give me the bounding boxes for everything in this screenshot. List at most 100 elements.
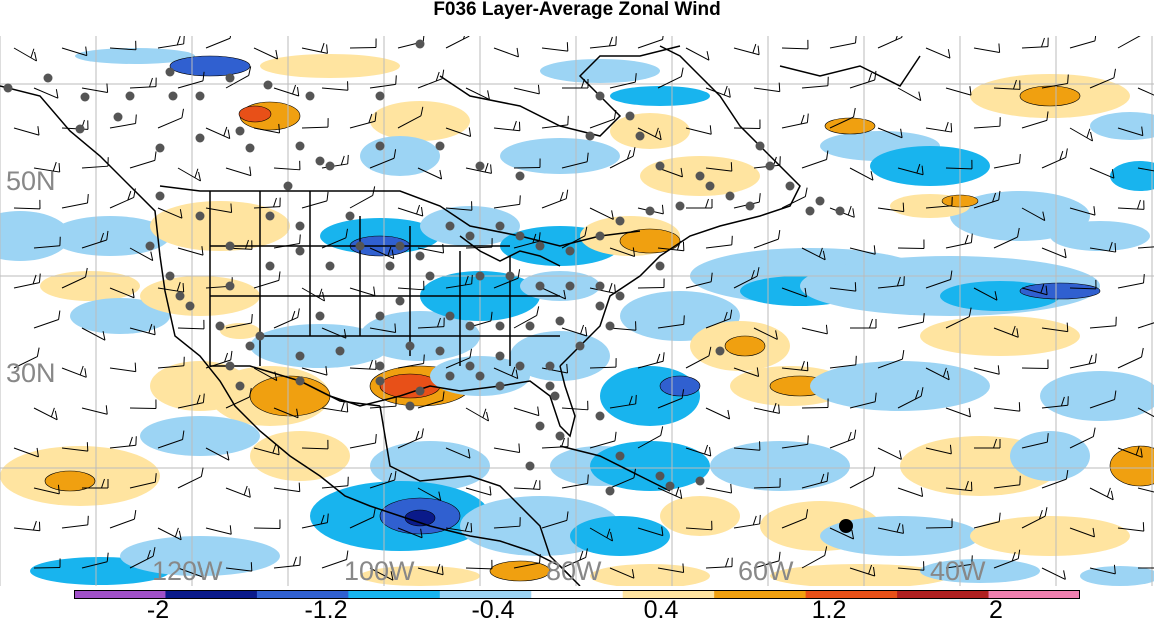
anomaly-fill <box>590 441 710 491</box>
colorbar-label: -2 <box>147 596 169 625</box>
station-dot <box>836 207 845 216</box>
wind-barb-flag <box>684 315 685 324</box>
wind-barb-flag <box>300 234 301 243</box>
wind-barb-flag <box>183 283 184 292</box>
wind-barb-flag <box>588 474 589 483</box>
station-dot <box>336 347 345 356</box>
anomaly-fill <box>360 136 440 176</box>
station-dot <box>536 422 545 431</box>
colorbar-label: 2 <box>989 596 1003 625</box>
station-dot <box>839 519 853 533</box>
wind-barb-flag <box>999 44 1000 53</box>
wind-barb-flag <box>135 363 136 372</box>
station-dot <box>176 292 185 301</box>
wind-barb-flag <box>808 435 809 444</box>
station-dot <box>496 222 505 231</box>
station-dot <box>526 462 535 471</box>
station-dot <box>606 487 615 496</box>
station-dot <box>516 362 525 371</box>
station-dot <box>446 222 455 231</box>
anomaly-fill <box>540 59 660 83</box>
lon-label-120w: 120W <box>152 556 223 587</box>
station-dot <box>266 262 275 271</box>
station-dot <box>416 252 425 261</box>
lon-label-80w: 80W <box>546 556 602 587</box>
station-dot <box>446 372 455 381</box>
station-dot <box>696 477 705 486</box>
station-dot <box>596 412 605 421</box>
station-dot <box>476 162 485 171</box>
station-dot <box>166 68 175 77</box>
wind-barb-flag <box>903 203 904 212</box>
station-dot <box>506 272 515 281</box>
colorbar-label: 0.4 <box>644 596 679 625</box>
station-dot <box>326 162 335 171</box>
anomaly-fill <box>1050 221 1150 251</box>
map-title: F036 Layer-Average Zonal Wind <box>0 0 1154 30</box>
anomaly-fill <box>1010 431 1090 481</box>
station-dot <box>166 272 175 281</box>
station-dot <box>626 112 635 121</box>
anomaly-fill <box>150 201 290 251</box>
station-dot <box>596 282 605 291</box>
station-dot <box>156 192 165 201</box>
station-dot <box>306 92 315 101</box>
anomaly-fill <box>490 561 550 581</box>
anomaly-fill <box>510 331 610 381</box>
station-dot <box>256 332 265 341</box>
colorbar-label: -0.4 <box>471 596 514 625</box>
station-dot <box>376 312 385 321</box>
station-dot <box>436 142 445 151</box>
wind-barb-flag <box>683 564 684 573</box>
station-dot <box>556 432 565 441</box>
station-dot <box>466 232 475 241</box>
station-dot <box>666 482 675 491</box>
anomaly-fill <box>250 431 350 481</box>
wind-barb-flag <box>395 324 396 333</box>
station-dot <box>346 212 355 221</box>
station-dot <box>616 292 625 301</box>
station-dot <box>596 232 605 241</box>
wind-barb-flag <box>136 114 137 123</box>
station-dot <box>586 132 595 141</box>
station-dot <box>786 182 795 191</box>
anomaly-fill <box>1020 86 1080 106</box>
station-dot <box>636 132 645 141</box>
station-dot <box>226 242 235 251</box>
station-dot <box>536 282 545 291</box>
anomaly-fill <box>660 376 700 396</box>
anomaly-fill <box>405 510 435 526</box>
station-dot <box>656 162 665 171</box>
station-dot <box>756 142 765 151</box>
anomaly-fill <box>970 516 1130 556</box>
station-dot <box>196 134 205 143</box>
station-dot <box>466 362 475 371</box>
station-dot <box>196 92 205 101</box>
wind-barb-flag <box>1115 243 1116 252</box>
anomaly-fill <box>570 516 670 556</box>
station-dot <box>476 372 485 381</box>
lat-label-30n: 30N <box>6 358 56 389</box>
colorbar-segment <box>531 590 623 599</box>
wind-barb-flag <box>1068 74 1069 83</box>
station-dot <box>146 242 155 251</box>
wind-barb-flag <box>59 163 60 172</box>
colorbar-label: -1.2 <box>304 596 347 625</box>
wind-barb-flag <box>471 523 472 532</box>
station-dot <box>376 377 385 386</box>
anomaly-fill <box>170 56 250 76</box>
station-dot <box>4 84 13 93</box>
station-dot <box>566 247 575 256</box>
anomaly-fill <box>260 54 400 78</box>
station-dot <box>596 92 605 101</box>
wind-barb-flag <box>760 515 761 524</box>
station-dot <box>816 197 825 206</box>
anomaly-fill <box>140 416 260 456</box>
station-dot <box>476 272 485 281</box>
station-dot <box>646 207 655 216</box>
station-dot <box>81 93 90 102</box>
station-dot <box>316 312 325 321</box>
station-dot <box>284 182 293 191</box>
station-dot <box>226 74 235 83</box>
station-dot <box>726 192 735 201</box>
